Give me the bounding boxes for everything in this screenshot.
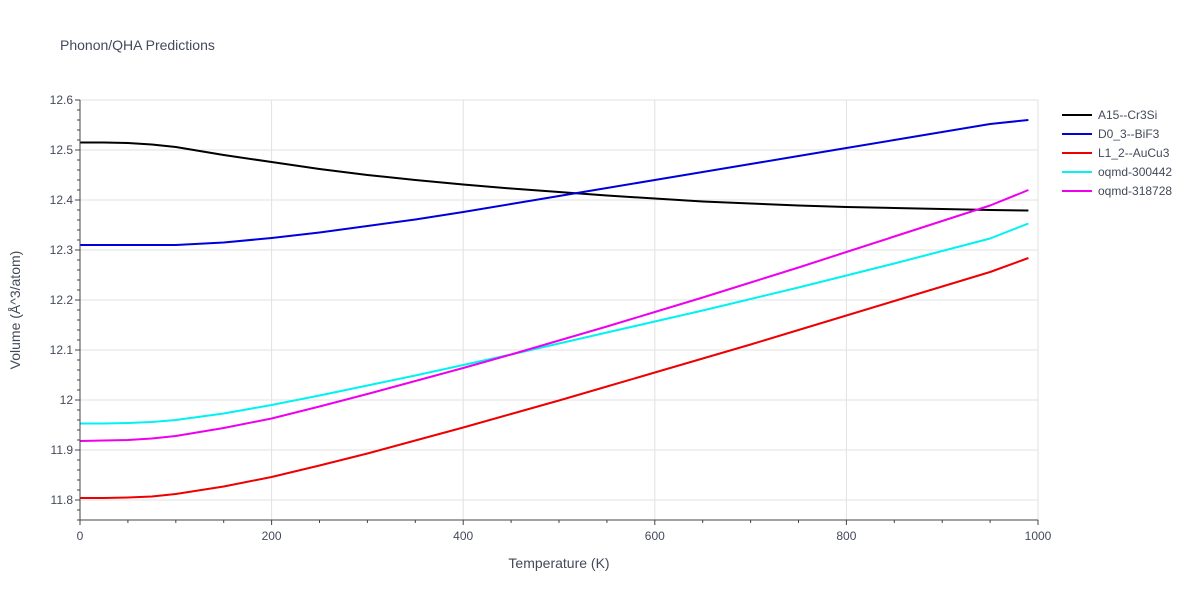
y-tick-label: 12.5 (50, 143, 74, 157)
x-tick-label: 600 (645, 529, 665, 543)
legend-label: oqmd-300442 (1098, 165, 1172, 179)
plot-area (79, 119, 1029, 499)
y-tick-label: 12.6 (50, 93, 74, 107)
legend-item[interactable]: D0_3--BiF3 (1062, 127, 1160, 141)
legend[interactable]: A15--Cr3Si D0_3--BiF3 L1_2--AuCu3 oqmd-3004… (1062, 108, 1172, 198)
y-axis-label: Volume (Å^3/atom) (7, 251, 23, 370)
series-line-oqmd-300442 (80, 222, 1029, 425)
axes (79, 100, 1038, 521)
legend-item[interactable]: A15--Cr3Si (1062, 108, 1157, 122)
y-axis-ticks: 11.8 11.9 12 12.1 12.2 12.3 12.4 12.5 12.6 (50, 93, 80, 521)
x-axis-label: Temperature (K) (508, 555, 609, 571)
legend-item[interactable]: oqmd-300442 (1062, 165, 1172, 179)
x-tick-label: 200 (262, 529, 282, 543)
legend-label: A15--Cr3Si (1098, 108, 1157, 122)
x-tick-label: 0 (77, 529, 84, 543)
x-tick-label: 400 (453, 529, 473, 543)
legend-label: L1_2--AuCu3 (1098, 146, 1170, 160)
y-tick-label: 12.1 (50, 343, 74, 357)
y-tick-label: 12.4 (50, 193, 74, 207)
chart-title: Phonon/QHA Predictions (60, 37, 215, 53)
y-tick-label: 12.2 (50, 293, 74, 307)
legend-item[interactable]: oqmd-318728 (1062, 184, 1172, 198)
y-tick-label: 11.8 (51, 493, 74, 507)
series-line-oqmd-318728 (79, 189, 1029, 442)
series-line-d0-3-bif3 (80, 119, 1029, 246)
x-tick-label: 800 (836, 529, 856, 543)
y-tick-label: 12 (60, 393, 74, 407)
y-tick-label: 12.3 (50, 243, 74, 257)
legend-label: D0_3--BiF3 (1098, 127, 1160, 141)
legend-item[interactable]: L1_2--AuCu3 (1062, 146, 1170, 160)
series-line-l1-2-aucu3 (80, 257, 1029, 499)
x-tick-label: 1000 (1025, 529, 1052, 543)
y-tick-label: 11.9 (51, 443, 74, 457)
legend-label: oqmd-318728 (1098, 184, 1172, 198)
grid-lines (79, 99, 1039, 520)
x-axis-ticks: 0 200 400 600 800 1000 (77, 520, 1052, 543)
series-line-a15-cr3si (80, 141, 1029, 212)
